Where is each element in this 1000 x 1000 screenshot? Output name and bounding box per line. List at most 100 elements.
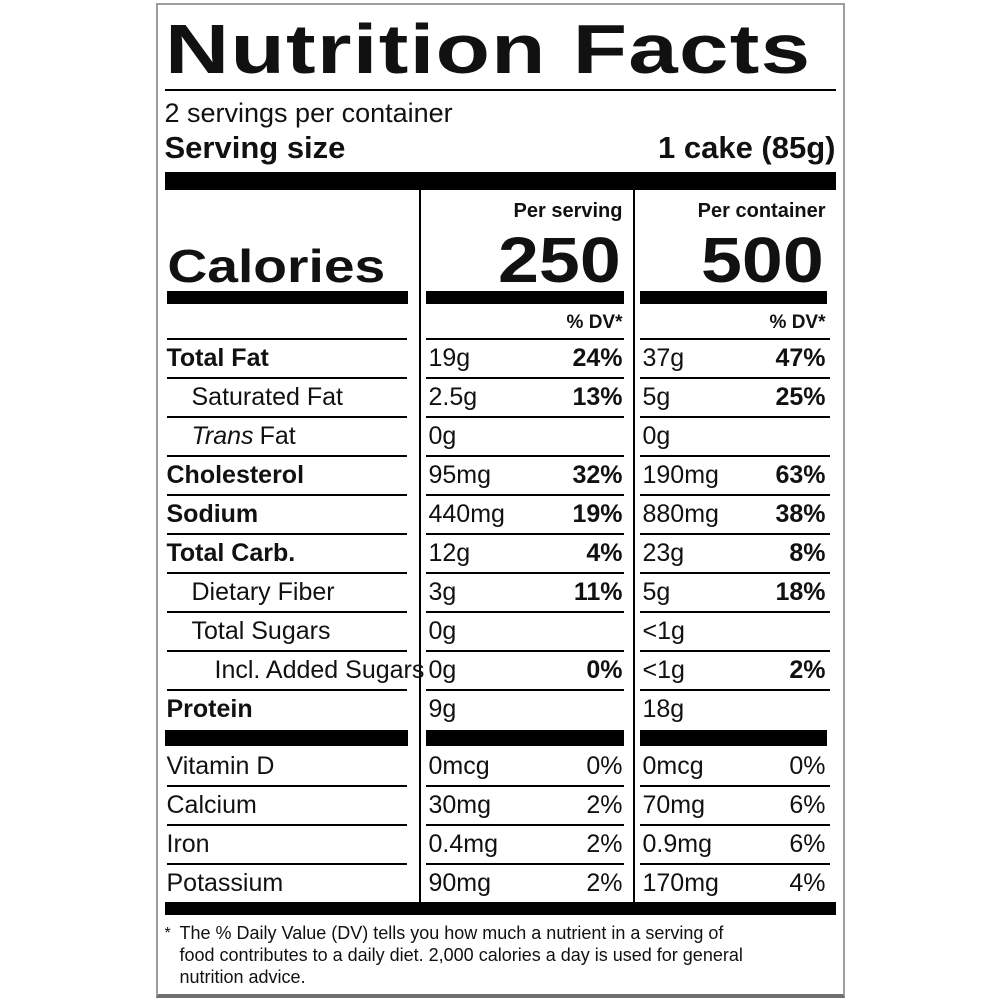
added-sugars-per-container: <1g 2%: [635, 652, 836, 689]
serving-size-label: Serving size: [164, 130, 346, 165]
calories-per-serving-cell: 250: [421, 224, 635, 292]
protein-per-serving: 9g: [421, 691, 635, 728]
footnote-asterisk: *: [164, 925, 171, 942]
nutrient-name-cholesterol: Cholesterol: [165, 457, 421, 494]
calories-per-container-cell: 500: [635, 223, 836, 296]
title-underline: [164, 89, 836, 91]
daily-value: 2%: [789, 656, 826, 684]
row-rule: [635, 785, 836, 787]
label-title: Nutrition Facts: [164, 10, 811, 88]
calories-label-cell: Calories: [165, 224, 421, 292]
row-rule: [165, 338, 421, 340]
daily-value: 2%: [586, 791, 623, 819]
row-rule: [635, 338, 836, 340]
amount: 0.9mg: [642, 830, 712, 858]
iron-per-container: 0.9mg 6%: [635, 826, 836, 863]
daily-value: 47%: [775, 344, 826, 372]
dv-header-container: % DV*: [769, 312, 826, 333]
nutrient-name-dietary-fiber: Dietary Fiber: [165, 574, 421, 611]
row-rule: [421, 494, 635, 496]
amount: 30mg: [428, 791, 492, 819]
amount: 9g: [428, 695, 457, 723]
daily-value: 0%: [586, 752, 623, 780]
amount: 90mg: [428, 869, 492, 897]
row-rule: [421, 455, 635, 457]
column-header-per-serving: Per serving: [421, 190, 635, 224]
row-rule: [165, 377, 421, 379]
footnote-line: The % Daily Value (DV) tells you how muc…: [179, 923, 724, 943]
saturated-fat-per-serving: 2.5g 13%: [421, 379, 635, 416]
amount: 0g: [428, 617, 457, 645]
calories-per-container-value: 500: [700, 223, 824, 296]
row-rule: [635, 824, 836, 826]
row-rule: [421, 863, 635, 865]
daily-value: 2%: [586, 830, 623, 858]
micronutrient-name-vitamin-d: Vitamin D: [165, 748, 421, 785]
row-rule: [165, 455, 421, 457]
row-rule: [421, 572, 635, 574]
amount: 0mcg: [642, 752, 704, 780]
amount: 0g: [428, 656, 457, 684]
thick-separator-bar-top: [164, 172, 836, 190]
row-rule: [421, 785, 635, 787]
daily-value: 4%: [586, 539, 623, 567]
row-rule: [421, 338, 635, 340]
amount: 3g: [428, 578, 457, 606]
servings-per-container: 2 servings per container: [164, 98, 453, 128]
amount: 2.5g: [428, 383, 478, 411]
footnote-line: food contributes to a daily diet. 2,000 …: [179, 945, 743, 965]
amount: 0g: [428, 422, 457, 450]
calories-bar-container: [635, 286, 836, 308]
micronutrient-name-iron: Iron: [165, 826, 421, 863]
amount: 5g: [642, 578, 671, 606]
amount: 37g: [642, 344, 685, 372]
amount: 18g: [642, 695, 685, 723]
thick-separator-bar-bottom: [164, 902, 836, 915]
column-header-per-container: Per container: [697, 200, 826, 222]
saturated-fat-per-container: 5g 25%: [635, 379, 836, 416]
row-rule: [421, 533, 635, 535]
protein-per-container: 18g: [635, 691, 836, 728]
footnote-text: The % Daily Value (DV) tells you how muc…: [180, 922, 836, 988]
calories-bar-left: [165, 286, 421, 308]
dv-header-spacer: [165, 308, 421, 338]
amount: 5g: [642, 383, 671, 411]
daily-value: 6%: [789, 830, 826, 858]
row-rule: [421, 416, 635, 418]
calories-label: Calories: [166, 239, 385, 292]
daily-value: 13%: [572, 383, 623, 411]
amount: 880mg: [642, 500, 719, 528]
amount: 0mcg: [428, 752, 490, 780]
added-sugars-per-serving: 0g 0%: [421, 652, 635, 689]
row-rule: [635, 572, 836, 574]
amount: <1g: [642, 617, 685, 645]
nutrient-name-protein: Protein: [165, 691, 421, 728]
row-rule: [421, 611, 635, 613]
daily-value: 18%: [775, 578, 826, 606]
trans-fat-per-container: 0g: [635, 418, 836, 455]
nutrient-name-total-carb: Total Carb.: [165, 535, 421, 572]
total-carb-per-container: 23g 8%: [635, 535, 836, 572]
dv-header-serving: % DV*: [421, 308, 635, 338]
row-rule: [635, 689, 836, 691]
amount: 440mg: [428, 500, 505, 528]
daily-value: 24%: [572, 344, 623, 372]
micronutrient-name-calcium: Calcium: [165, 787, 421, 824]
daily-value: 25%: [775, 383, 826, 411]
daily-value: 8%: [789, 539, 826, 567]
thick-separator-bar-left: [164, 728, 421, 748]
total-carb-per-serving: 12g 4%: [421, 535, 635, 572]
row-rule: [635, 377, 836, 379]
row-rule: [635, 611, 836, 613]
sodium-per-serving: 440mg 19%: [421, 496, 635, 533]
nutrient-name-total-sugars: Total Sugars: [165, 613, 421, 650]
row-rule: [421, 824, 635, 826]
row-rule: [165, 650, 421, 652]
daily-value: 0%: [789, 752, 826, 780]
row-rule: [635, 494, 836, 496]
row-rule: [635, 416, 836, 418]
daily-value: 0%: [586, 656, 623, 684]
thick-separator-bar-serving: [421, 728, 635, 748]
daily-value: 63%: [775, 461, 826, 489]
row-rule: [635, 533, 836, 535]
